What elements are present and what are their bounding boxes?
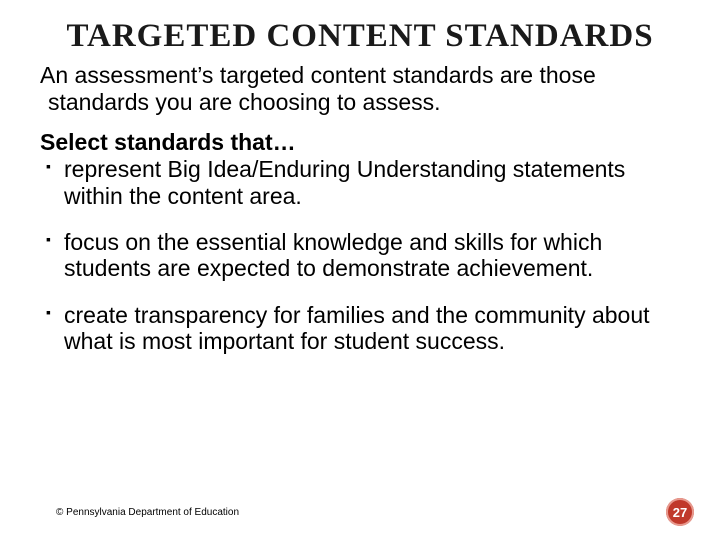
page-number: 27	[673, 505, 687, 520]
lead-text: Select standards that…	[40, 129, 680, 156]
bullet-block-1: represent Big Idea/Enduring Understandin…	[40, 156, 680, 209]
bullet-item: represent Big Idea/Enduring Understandin…	[40, 156, 680, 209]
intro-text: An assessment’s targeted content standar…	[40, 62, 680, 115]
slide-title: TARGETED CONTENT STANDARDS	[40, 18, 680, 54]
copyright-footer: © Pennsylvania Department of Education	[56, 507, 239, 518]
page-number-badge: 27	[666, 498, 694, 526]
bullet-block-2: focus on the essential knowledge and ski…	[40, 229, 680, 282]
bullet-item: focus on the essential knowledge and ski…	[40, 229, 680, 282]
bullet-block-3: create transparency for families and the…	[40, 302, 680, 355]
slide: TARGETED CONTENT STANDARDS An assessment…	[0, 0, 720, 540]
bullet-item: create transparency for families and the…	[40, 302, 680, 355]
